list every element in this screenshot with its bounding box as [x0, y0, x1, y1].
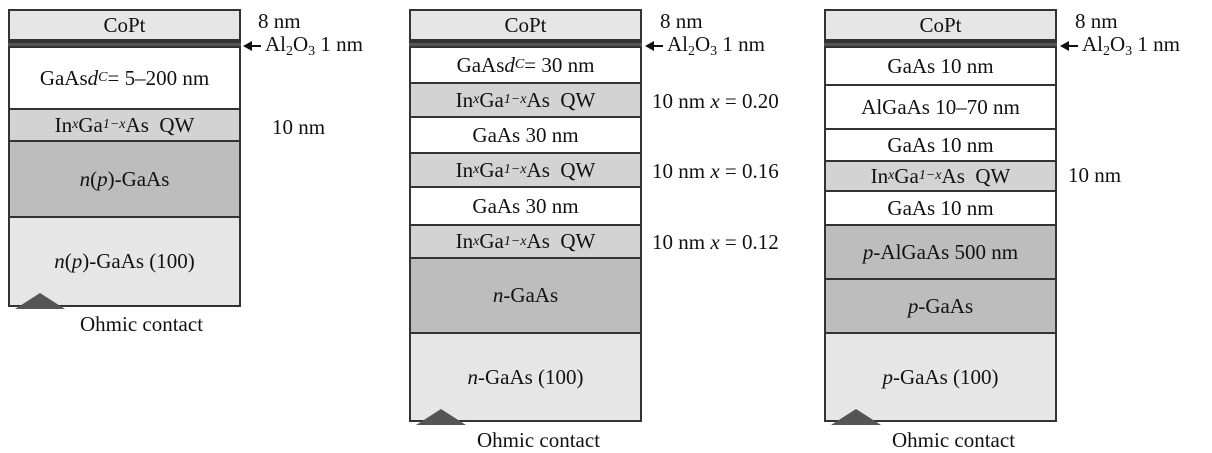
n-gaas-layer: n -GaAs [409, 257, 642, 334]
ingaas-qw-layer: In x Ga 1−x As QW [8, 108, 241, 142]
al2o3-note: Al2O3 1 nm [1060, 34, 1180, 59]
n-gaas-substrate: n -GaAs (100) [409, 332, 642, 422]
al2o3-layer [409, 41, 642, 48]
al2o3-note: Al2O3 1 nm [243, 34, 363, 59]
copt-layer: CoPt [8, 9, 241, 41]
p-gaas-substrate: p -GaAs (100) [824, 332, 1057, 422]
p-algaas-layer: p -AlGaAs 500 nm [824, 224, 1057, 280]
al2o3-note: Al2O3 1 nm [645, 34, 765, 59]
ingaas-qw-layer-1: In x Ga 1−x As QW [409, 82, 642, 118]
arrow-left-icon [645, 41, 663, 52]
copt-layer: CoPt [409, 9, 642, 41]
arrow-left-icon [243, 41, 261, 52]
ohmic-contact-marker [15, 293, 65, 309]
qw1-note: 10 nm x = 0.20 [652, 89, 779, 113]
gaas-layer-3: GaAs 10 nm [824, 190, 1057, 226]
gaas-layer-1: GaAs 10 nm [824, 48, 1057, 86]
p-gaas-layer: p -GaAs [824, 278, 1057, 334]
qw3-note: 10 nm x = 0.12 [652, 230, 779, 254]
qw-thickness-note: 10 nm [272, 115, 326, 139]
copt-thickness-note: 8 nm [1075, 9, 1118, 33]
algaas-barrier-layer: AlGaAs 10–70 nm [824, 84, 1057, 130]
qw2-note: 10 nm x = 0.16 [652, 159, 779, 183]
np-gaas-substrate: n(p) -GaAs (100) [8, 216, 241, 307]
ingaas-qw-layer-3: In x Ga 1−x As QW [409, 224, 642, 259]
ohmic-contact-marker [416, 409, 466, 425]
ingaas-qw-layer-2: In x Ga 1−x As QW [409, 152, 642, 188]
ohmic-contact-label: Ohmic contact [477, 428, 601, 452]
copt-layer: CoPt [824, 9, 1057, 41]
arrow-left-icon [1060, 41, 1078, 52]
ohmic-contact-marker [831, 409, 881, 425]
gaas-layer-2: GaAs 10 nm [824, 128, 1057, 162]
ohmic-contact-label: Ohmic contact [892, 428, 1016, 452]
gaas-spacer-layer-2: GaAs 30 nm [409, 186, 642, 226]
np-gaas-layer: n(p) -GaAs [8, 140, 241, 218]
gaas-spacer-layer-1: GaAs 30 nm [409, 116, 642, 154]
copt-thickness-note: 8 nm [258, 9, 301, 33]
al2o3-layer [824, 41, 1057, 48]
ingaas-qw-layer: In x Ga 1−x As QW [824, 160, 1057, 192]
copt-thickness-note: 8 nm [660, 9, 703, 33]
qw-thickness-note: 10 nm [1068, 163, 1122, 187]
al2o3-layer [8, 41, 241, 48]
ohmic-contact-label: Ohmic contact [80, 312, 204, 336]
